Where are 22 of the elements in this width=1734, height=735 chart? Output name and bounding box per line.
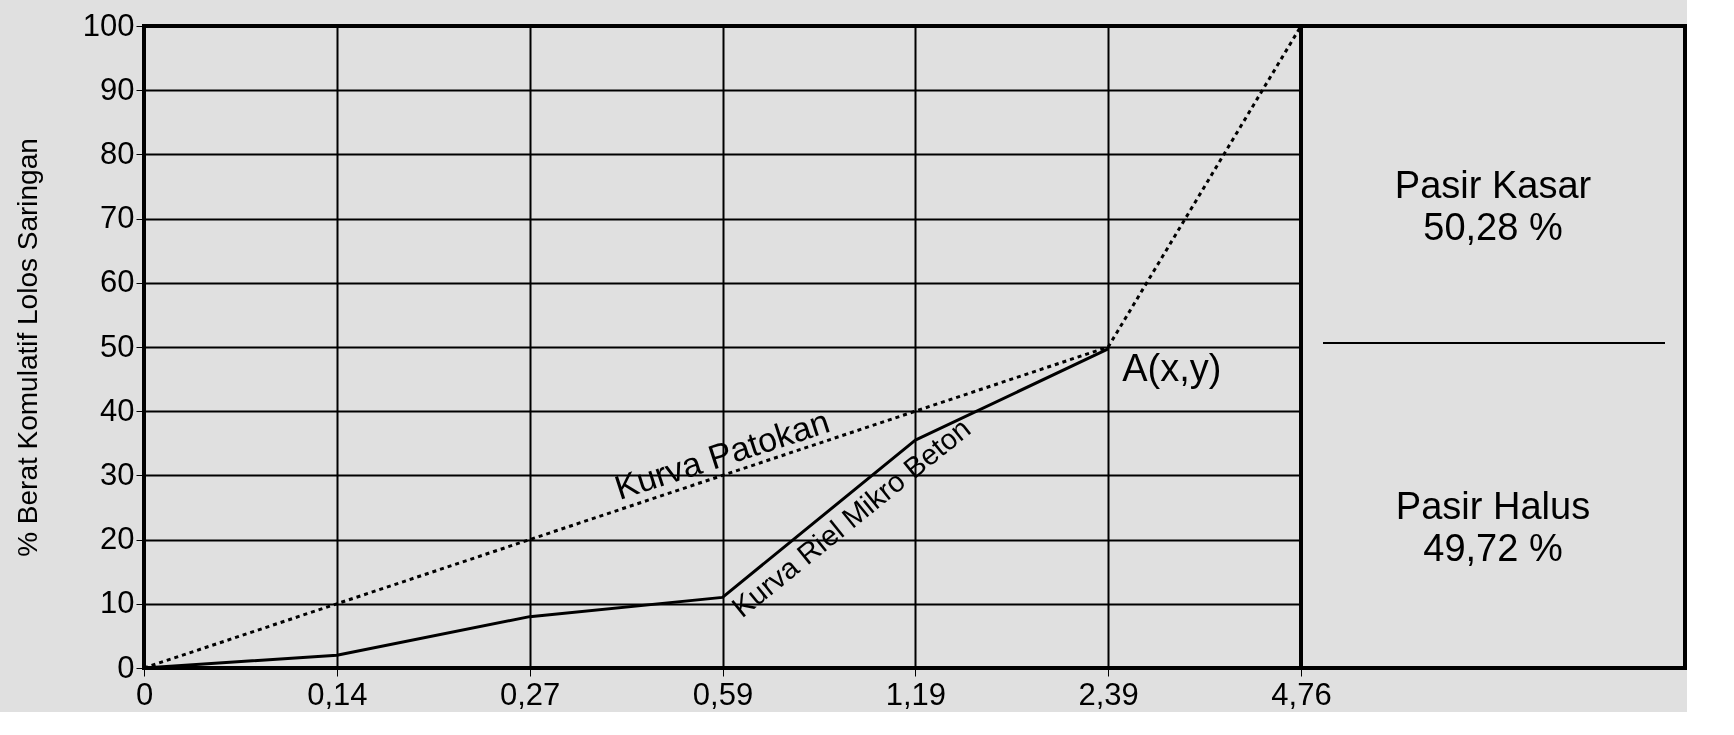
annotation: A(x,y) <box>1122 347 1222 389</box>
x-tick-label: 0,59 <box>692 676 754 712</box>
y-tick-label: 80 <box>100 135 135 171</box>
y-tick-label: 20 <box>100 521 135 557</box>
y-tick-label: 60 <box>100 264 135 300</box>
y-tick-label: 0 <box>117 649 135 685</box>
y-tick-label: 10 <box>100 585 135 621</box>
y-tick-label: 70 <box>100 200 135 236</box>
x-tick-label: 4,76 <box>1271 676 1332 712</box>
x-tick-label: 2,39 <box>1078 676 1139 712</box>
y-tick-label: 90 <box>100 71 135 107</box>
y-tick-label: 50 <box>100 328 135 364</box>
x-tick-label: 0,27 <box>499 676 561 712</box>
x-tick-label: 0,14 <box>307 676 368 712</box>
x-tick-label: 1,19 <box>885 676 947 712</box>
y-tick-label: 30 <box>100 456 135 492</box>
text: Pasir Halus 49,72 % <box>1395 484 1591 569</box>
y-axis-title: % Berat Komulatif Lolos Saringan <box>11 138 43 557</box>
y-tick-label: 40 <box>100 392 135 428</box>
text: Kurva Patokan <box>609 401 834 507</box>
text: Pasir Kasar 50,28 % <box>1394 163 1592 248</box>
y-tick-label: 100 <box>82 7 135 43</box>
